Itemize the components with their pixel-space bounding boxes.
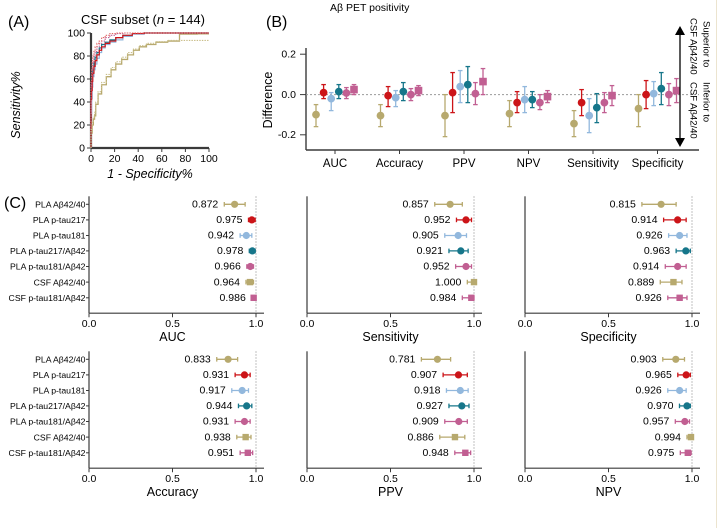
svg-text:0.5: 0.5 <box>383 318 398 330</box>
svg-text:0.948: 0.948 <box>423 447 449 459</box>
svg-text:0.0: 0.0 <box>82 473 97 485</box>
svg-text:0.914: 0.914 <box>631 214 657 226</box>
svg-text:0.5: 0.5 <box>601 473 616 485</box>
svg-text:Accuracy: Accuracy <box>147 485 199 499</box>
svg-text:PLA p-tau217: PLA p-tau217 <box>33 370 86 380</box>
svg-text:0.984: 0.984 <box>430 292 456 304</box>
svg-text:Specificity: Specificity <box>580 330 637 344</box>
svg-text:0.0: 0.0 <box>518 473 533 485</box>
svg-text:0.986: 0.986 <box>220 292 246 304</box>
svg-text:0.951: 0.951 <box>208 447 234 459</box>
svg-text:1.0: 1.0 <box>685 473 700 485</box>
svg-text:0.872: 0.872 <box>192 199 218 211</box>
svg-text:0.5: 0.5 <box>601 318 616 330</box>
svg-text:1.0: 1.0 <box>685 318 700 330</box>
svg-text:PLA p-tau217: PLA p-tau217 <box>33 215 86 225</box>
svg-text:1.0: 1.0 <box>249 473 264 485</box>
svg-text:1.000: 1.000 <box>435 276 461 288</box>
svg-text:CSF p-tau181/Aβ42: CSF p-tau181/Aβ42 <box>9 293 86 303</box>
svg-text:0.978: 0.978 <box>217 245 243 257</box>
svg-text:0.970: 0.970 <box>647 400 673 412</box>
svg-text:PLA p-tau217/Aβ42: PLA p-tau217/Aβ42 <box>10 401 86 411</box>
svg-text:0.952: 0.952 <box>424 214 450 226</box>
svg-text:0.781: 0.781 <box>389 354 415 366</box>
svg-text:0.964: 0.964 <box>214 276 240 288</box>
svg-text:0.918: 0.918 <box>414 385 440 397</box>
svg-text:0.926: 0.926 <box>635 292 661 304</box>
svg-text:0.917: 0.917 <box>199 385 225 397</box>
svg-text:0.833: 0.833 <box>184 354 210 366</box>
svg-text:PLA Aβ42/40: PLA Aβ42/40 <box>35 200 86 210</box>
svg-text:0.5: 0.5 <box>383 473 398 485</box>
svg-text:0.0: 0.0 <box>300 473 315 485</box>
svg-text:0.905: 0.905 <box>412 230 438 242</box>
svg-text:0.931: 0.931 <box>203 369 229 381</box>
svg-text:0.0: 0.0 <box>82 318 97 330</box>
svg-text:0.965: 0.965 <box>646 369 672 381</box>
svg-text:0.907: 0.907 <box>411 369 437 381</box>
svg-text:CSF p-tau181/Aβ42: CSF p-tau181/Aβ42 <box>9 448 86 458</box>
svg-text:0.926: 0.926 <box>635 385 661 397</box>
svg-text:0.903: 0.903 <box>630 354 656 366</box>
svg-text:CSF Aβ42/40: CSF Aβ42/40 <box>34 432 86 442</box>
svg-text:0.886: 0.886 <box>407 431 433 443</box>
svg-text:0.942: 0.942 <box>208 230 234 242</box>
svg-text:PLA p-tau181: PLA p-tau181 <box>33 231 86 241</box>
svg-text:0.966: 0.966 <box>215 261 241 273</box>
svg-text:AUC: AUC <box>159 330 185 344</box>
svg-text:0.921: 0.921 <box>417 245 443 257</box>
svg-text:PLA p-tau181/Aβ42: PLA p-tau181/Aβ42 <box>10 262 86 272</box>
svg-text:PLA p-tau181: PLA p-tau181 <box>33 386 86 396</box>
svg-text:NPV: NPV <box>596 485 622 499</box>
svg-text:0.926: 0.926 <box>636 230 662 242</box>
svg-text:0.857: 0.857 <box>402 199 428 211</box>
svg-text:0.914: 0.914 <box>633 261 659 273</box>
svg-text:Sensitivity: Sensitivity <box>362 330 419 344</box>
svg-text:PLA p-tau217/Aβ42: PLA p-tau217/Aβ42 <box>10 246 86 256</box>
svg-text:PLA p-tau181/Aβ42: PLA p-tau181/Aβ42 <box>10 417 86 427</box>
svg-text:0.5: 0.5 <box>165 318 180 330</box>
svg-text:0.975: 0.975 <box>648 447 674 459</box>
svg-text:0.963: 0.963 <box>644 245 670 257</box>
svg-text:PPV: PPV <box>378 485 404 499</box>
svg-text:0.994: 0.994 <box>655 431 681 443</box>
svg-text:PLA Aβ42/40: PLA Aβ42/40 <box>35 355 86 365</box>
svg-text:0.889: 0.889 <box>628 276 654 288</box>
svg-text:0.0: 0.0 <box>300 318 315 330</box>
svg-text:0.944: 0.944 <box>206 400 232 412</box>
svg-text:0.975: 0.975 <box>216 214 242 226</box>
svg-text:1.0: 1.0 <box>467 318 482 330</box>
svg-text:1.0: 1.0 <box>467 473 482 485</box>
svg-text:0.952: 0.952 <box>423 261 449 273</box>
svg-text:0.5: 0.5 <box>165 473 180 485</box>
svg-text:0.927: 0.927 <box>417 400 443 412</box>
svg-text:0.957: 0.957 <box>643 416 669 428</box>
svg-text:CSF Aβ42/40: CSF Aβ42/40 <box>34 277 86 287</box>
svg-text:0.938: 0.938 <box>205 431 231 443</box>
svg-text:0.909: 0.909 <box>412 416 438 428</box>
svg-text:0.815: 0.815 <box>610 199 636 211</box>
svg-text:1.0: 1.0 <box>249 318 264 330</box>
svg-text:0.0: 0.0 <box>518 318 533 330</box>
svg-text:0.931: 0.931 <box>203 416 229 428</box>
